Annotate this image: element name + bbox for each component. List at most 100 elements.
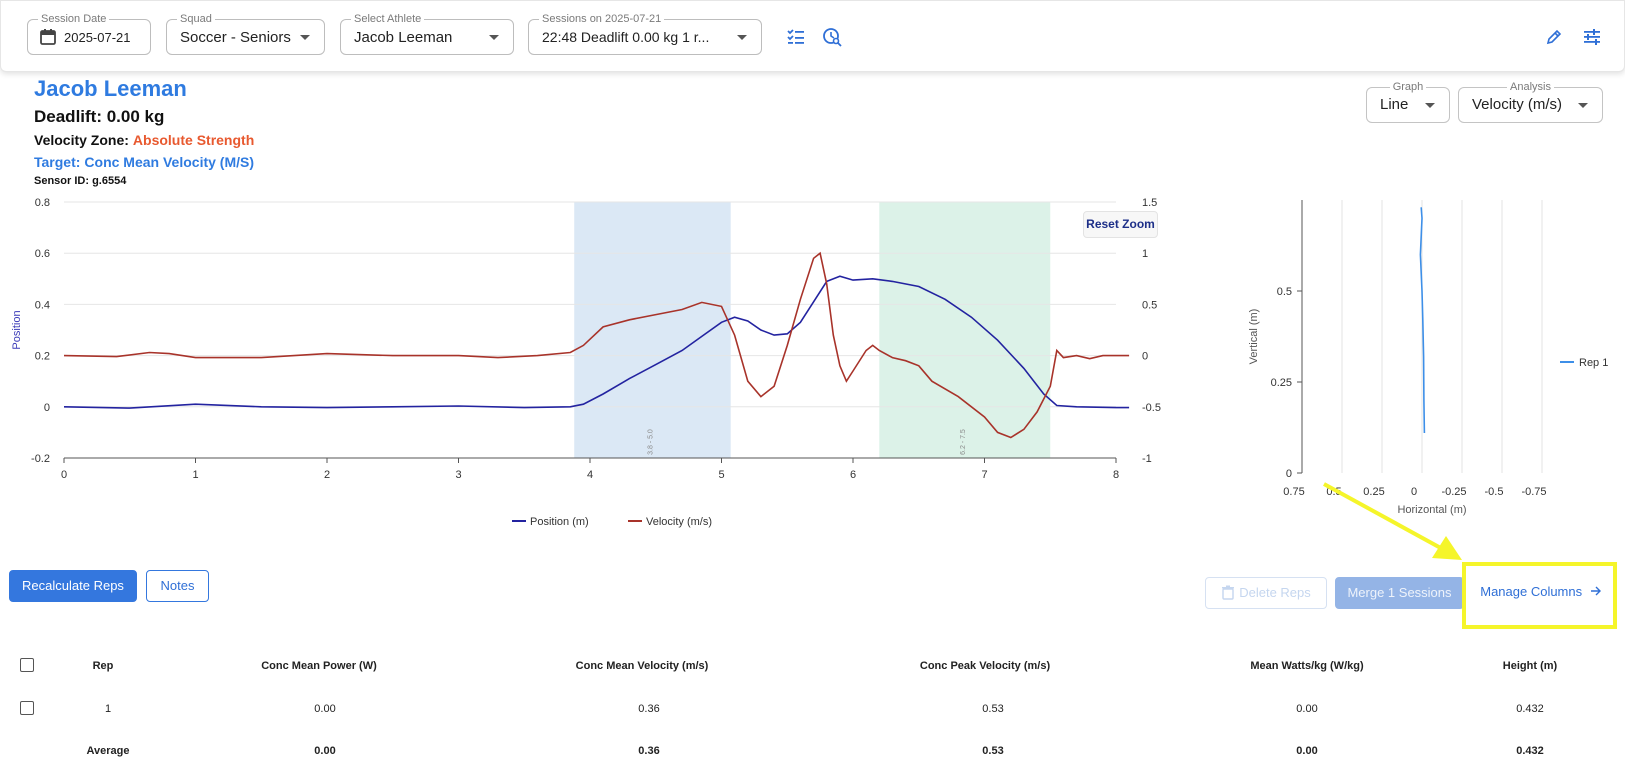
y-tick-label: 0.5 <box>1277 286 1292 298</box>
analysis-select[interactable]: Analysis Velocity (m/s) <box>1458 81 1603 123</box>
x-tick-label: 0 <box>61 469 67 481</box>
x-tick-label: 3 <box>455 469 461 481</box>
analysis-label: Analysis <box>1507 81 1554 93</box>
band-label: 3.8 - 5.0 <box>647 429 654 455</box>
calendar-icon <box>40 29 56 45</box>
annotation-arrow <box>1323 482 1462 560</box>
x-tick-label: 6 <box>850 469 856 481</box>
manage-columns-label: Manage Columns <box>1480 584 1583 599</box>
col-header-mean-watts-kg[interactable]: Mean Watts/kg (W/kg) <box>1250 660 1364 672</box>
y2-tick-label: 0.5 <box>1142 299 1157 311</box>
squad-select[interactable]: Squad Soccer - Seniors <box>166 13 325 55</box>
position-series-line <box>63 275 1130 409</box>
session-date-picker[interactable]: Session Date 2025-07-21 <box>27 13 151 55</box>
cell-rep: 1 <box>104 703 112 715</box>
target: Target: Conc Mean Velocity (M/S) <box>34 154 254 170</box>
col-header-conc-mean-velocity[interactable]: Conc Mean Velocity (m/s) <box>575 660 709 672</box>
delete-reps-label: Delete Reps <box>1239 585 1311 600</box>
y-axis-label: Vertical (m) <box>1248 309 1260 365</box>
x-tick-label: 4 <box>587 469 593 481</box>
sessions-select[interactable]: Sessions on 2025-07-21 22:48 Deadlift 0.… <box>528 13 762 55</box>
graph-value: Line <box>1380 96 1409 113</box>
x-tick-label: -0.5 <box>1485 486 1504 498</box>
cell-conc-mean-power: 0.00 <box>314 703 336 715</box>
x-tick-label: 1 <box>192 469 198 481</box>
cell-height: 0.432 <box>1516 703 1544 715</box>
x-tick-label: 5 <box>718 469 724 481</box>
col-header-rep[interactable]: Rep <box>92 660 114 672</box>
target-value: Conc Mean Velocity (M/S) <box>84 154 255 170</box>
legend-label: Rep 1 <box>1579 357 1608 369</box>
y-axis-label: Position <box>11 310 23 349</box>
cell-mean-watts-kg: 0.00 <box>1296 703 1318 715</box>
average-conc-peak-velocity: 0.53 <box>982 745 1004 757</box>
velocity-zone-label: Velocity Zone: <box>34 132 129 148</box>
rep-1-path <box>1419 207 1426 434</box>
position-velocity-chart[interactable]: 3.8 - 5.0 6.2 - 7.5 -0.2 0 0.2 0.4 0.6 0.8 -1 -0.… <box>0 190 1220 540</box>
y-tick-label: 0.25 <box>1271 377 1292 389</box>
session-date-value: 2025-07-21 <box>64 30 131 45</box>
athlete-value: Jacob Leeman <box>354 29 453 46</box>
cell-conc-peak-velocity: 0.53 <box>982 703 1004 715</box>
row-checkbox[interactable] <box>20 701 34 715</box>
merge-sessions-button[interactable]: Merge 1 Sessions <box>1335 577 1464 609</box>
graph-label: Graph <box>1389 81 1427 93</box>
x-tick-label: 8 <box>1113 469 1119 481</box>
chevron-down-icon <box>737 35 747 40</box>
cell-conc-mean-velocity: 0.36 <box>638 703 660 715</box>
athlete-select[interactable]: Select Athlete Jacob Leeman <box>340 13 514 55</box>
y-tick-label: 0 <box>1286 468 1292 480</box>
x-tick-label: 7 <box>981 469 987 481</box>
velocity-series-line <box>63 251 1130 439</box>
notes-button[interactable]: Notes <box>146 570 209 602</box>
chevron-down-icon <box>1425 103 1435 108</box>
bar-path-chart[interactable]: 0.75 0.5 0.25 0 -0.25 -0.5 -0.7500.250.5Horizo… <box>1240 190 1625 525</box>
chevron-down-icon <box>489 35 499 40</box>
y-tick-label: 0.4 <box>35 299 50 311</box>
edit-icon[interactable] <box>1543 26 1565 48</box>
athlete-name: Jacob Leeman <box>34 76 187 101</box>
average-height: 0.432 <box>1516 745 1544 757</box>
recalculate-reps-button[interactable]: Recalculate Reps <box>9 570 137 602</box>
analysis-value: Velocity (m/s) <box>1472 96 1563 113</box>
col-header-conc-mean-power[interactable]: Conc Mean Power (W) <box>261 660 377 672</box>
exercise-title: Deadlift: 0.00 kg <box>34 107 165 126</box>
y-tick-label: 0 <box>44 402 50 414</box>
x-tick-label: 2 <box>324 469 330 481</box>
manage-columns-button[interactable]: Manage Columns <box>1472 577 1610 609</box>
delete-reps-button[interactable]: Delete Reps <box>1205 577 1327 609</box>
history-search-icon[interactable] <box>821 26 843 48</box>
y-tick-label: 0.2 <box>35 351 50 363</box>
y-tick-label: 0.8 <box>35 197 50 209</box>
average-label: Average <box>86 745 130 757</box>
legend-label: Velocity (m/s) <box>646 516 712 528</box>
col-header-height[interactable]: Height (m) <box>1502 660 1558 672</box>
y2-tick-label: 1.5 <box>1142 197 1157 209</box>
graph-select[interactable]: Graph Line <box>1366 81 1450 123</box>
y2-tick-label: 1 <box>1142 248 1148 260</box>
sessions-value: 22:48 Deadlift 0.00 kg 1 r... <box>542 29 710 45</box>
y-tick-label: -0.2 <box>31 453 50 465</box>
velocity-zone: Velocity Zone: Absolute Strength <box>34 132 254 148</box>
chevron-down-icon <box>1578 103 1588 108</box>
trash-icon <box>1222 585 1235 600</box>
col-header-conc-peak-velocity[interactable]: Conc Peak Velocity (m/s) <box>919 660 1051 672</box>
select-all-checkbox[interactable] <box>20 658 34 672</box>
checklist-icon[interactable] <box>785 26 807 48</box>
x-tick-label: -0.25 <box>1441 486 1466 498</box>
tune-icon[interactable] <box>1581 26 1603 48</box>
legend-label: Position (m) <box>530 516 589 528</box>
top-toolbar: Session Date 2025-07-21 Squad Soccer - S… <box>0 0 1625 72</box>
highlight-band <box>879 202 1051 458</box>
average-mean-watts-kg: 0.00 <box>1296 745 1318 757</box>
x-tick-label: -0.75 <box>1521 486 1546 498</box>
highlight-band <box>574 202 731 458</box>
sessions-label: Sessions on 2025-07-21 <box>539 13 665 25</box>
session-date-label: Session Date <box>38 13 110 25</box>
reset-zoom-button[interactable]: Reset Zoom <box>1083 211 1158 238</box>
arrow-right-icon <box>1590 586 1601 596</box>
band-label: 6.2 - 7.5 <box>960 429 967 455</box>
average-conc-mean-velocity: 0.36 <box>638 745 660 757</box>
highlight-box <box>1462 562 1617 629</box>
x-tick-label: 0 <box>1411 486 1417 498</box>
